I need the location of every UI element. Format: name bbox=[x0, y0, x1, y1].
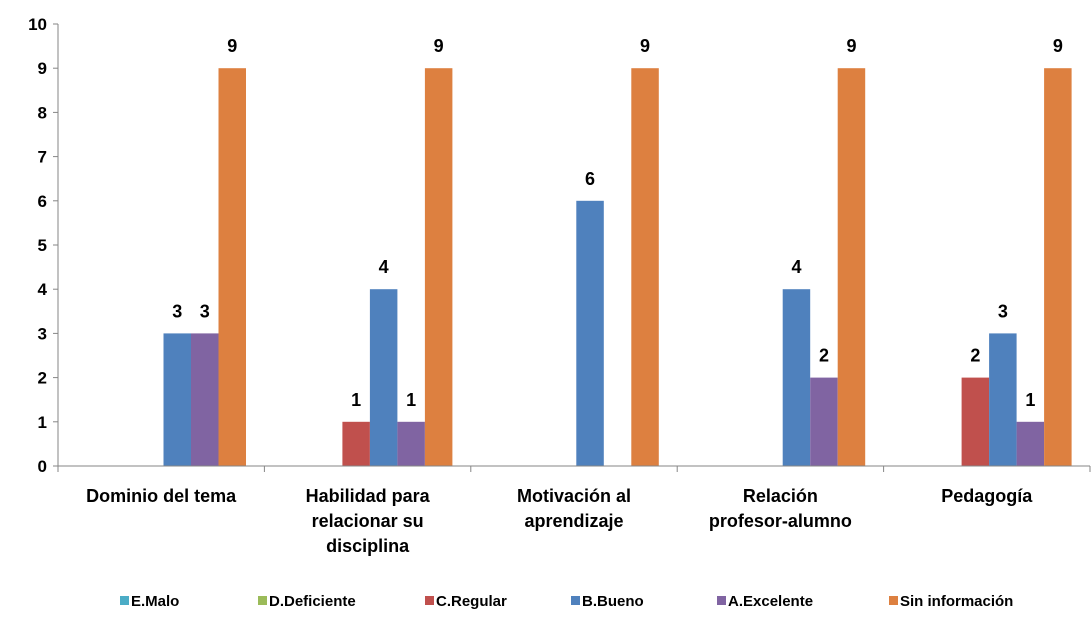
legend-label: A.Excelente bbox=[728, 593, 813, 610]
y-tick-label: 9 bbox=[38, 59, 47, 78]
data-label: 4 bbox=[379, 257, 389, 277]
data-label: 2 bbox=[970, 346, 980, 366]
data-label: 9 bbox=[1053, 36, 1063, 56]
bar bbox=[782, 289, 811, 466]
legend-label: C.Regular bbox=[436, 593, 507, 610]
bar bbox=[342, 421, 370, 466]
data-label: 9 bbox=[846, 36, 856, 56]
category-label: Dominio del tema bbox=[86, 486, 237, 506]
legend-item: B.Bueno bbox=[571, 593, 644, 610]
y-tick-label: 5 bbox=[38, 236, 47, 255]
bar bbox=[810, 377, 838, 466]
bar bbox=[424, 68, 453, 466]
data-label: 3 bbox=[172, 301, 182, 321]
data-label: 6 bbox=[585, 169, 595, 189]
y-tick-label: 4 bbox=[38, 280, 48, 299]
data-label: 3 bbox=[200, 301, 210, 321]
legend-swatch bbox=[889, 596, 898, 605]
data-label: 9 bbox=[434, 36, 444, 56]
legend-swatch bbox=[425, 596, 434, 605]
data-label: 1 bbox=[351, 390, 361, 410]
data-label: 1 bbox=[1025, 390, 1035, 410]
bar bbox=[191, 333, 219, 466]
bars bbox=[163, 68, 1072, 467]
legend-label: Sin información bbox=[900, 593, 1013, 610]
y-tick-label: 0 bbox=[38, 457, 47, 476]
legend-item: E.Malo bbox=[120, 593, 179, 610]
data-label: 3 bbox=[998, 301, 1008, 321]
data-label: 9 bbox=[640, 36, 650, 56]
bar bbox=[1044, 68, 1072, 466]
y-tick-label: 2 bbox=[38, 369, 47, 388]
y-tick-label: 3 bbox=[38, 324, 47, 343]
y-tick-label: 1 bbox=[38, 413, 47, 432]
data-label: 2 bbox=[819, 346, 829, 366]
bar bbox=[163, 333, 191, 466]
legend-item: D.Deficiente bbox=[258, 593, 356, 610]
data-label: 4 bbox=[791, 257, 801, 277]
legend-swatch bbox=[717, 596, 726, 605]
data-label: 1 bbox=[406, 390, 416, 410]
category-label: Relación profesor-alumno bbox=[709, 486, 852, 531]
bar bbox=[576, 200, 604, 467]
legend-label: D.Deficiente bbox=[269, 593, 356, 610]
legend-item: C.Regular bbox=[425, 593, 507, 610]
legend-swatch bbox=[258, 596, 267, 605]
y-tick-label: 8 bbox=[38, 103, 47, 122]
bar bbox=[218, 68, 246, 466]
category-label: Motivación al aprendizaje bbox=[517, 486, 631, 531]
bar bbox=[1016, 421, 1045, 466]
category-label: Habilidad para relacionar su disciplina bbox=[306, 486, 431, 556]
y-tick-label: 6 bbox=[38, 192, 47, 211]
bar bbox=[631, 68, 659, 466]
legend-item: A.Excelente bbox=[717, 593, 813, 610]
legend-swatch bbox=[571, 596, 580, 605]
data-label: 9 bbox=[227, 36, 237, 56]
bar bbox=[397, 421, 425, 466]
x-axis: Dominio del tema Habilidad para relacionar… bbox=[57, 465, 1091, 556]
legend-label: E.Malo bbox=[131, 593, 179, 610]
y-axis: 0 1 2 3 4 5 6 7 8 9 10 bbox=[28, 15, 59, 476]
y-tick-label: 10 bbox=[28, 15, 47, 34]
bar bbox=[989, 333, 1017, 466]
legend-label: B.Bueno bbox=[582, 593, 644, 610]
category-label: Pedagogía bbox=[941, 486, 1033, 506]
legend-swatch bbox=[120, 596, 129, 605]
legend-item: Sin información bbox=[889, 593, 1013, 610]
bar bbox=[369, 289, 398, 466]
bar bbox=[961, 377, 990, 466]
legend: E.Malo D.Deficiente C.Regular B.Bueno A.Exce… bbox=[120, 593, 1013, 610]
bar bbox=[837, 68, 866, 466]
y-tick-label: 7 bbox=[38, 148, 47, 167]
